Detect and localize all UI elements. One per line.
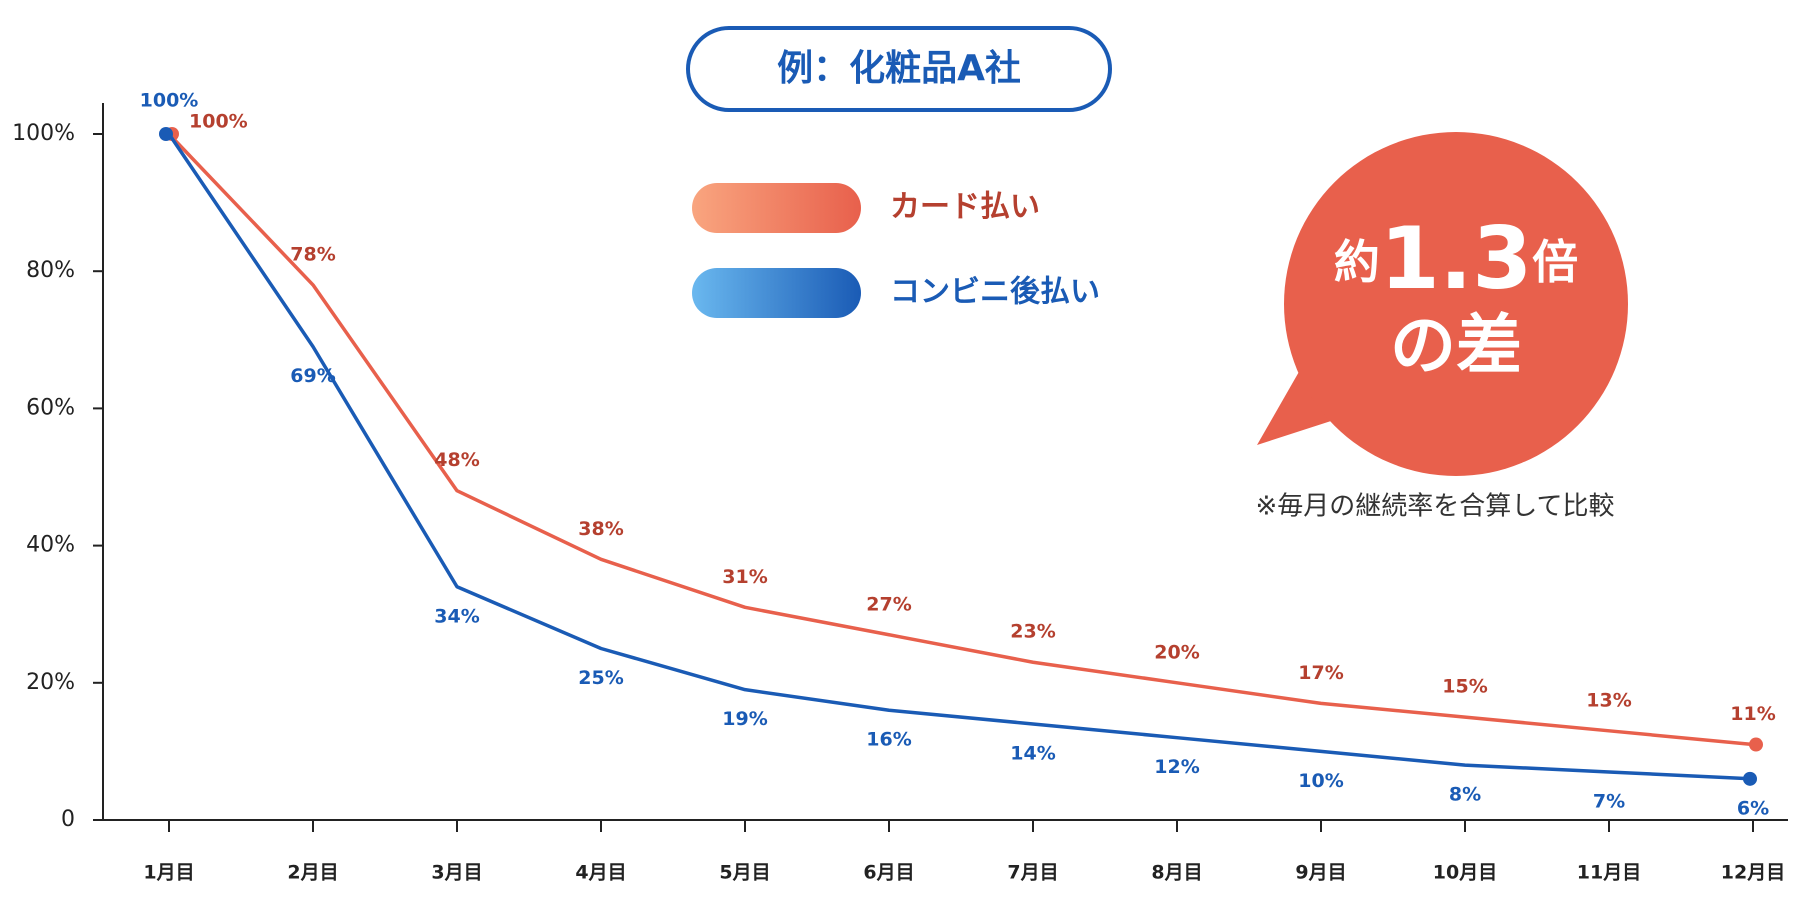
value-label: 11% [1730,703,1775,725]
value-label: 23% [1010,621,1055,643]
y-tick-label: 80% [26,258,75,283]
y-tick-label: 40% [26,533,75,558]
x-tick-label: 9月目 [1295,862,1346,884]
x-tick-label: 8月目 [1151,862,1202,884]
badge-prefix: 約 [1334,235,1380,289]
x-tick-label: 11月目 [1577,862,1641,884]
value-label: 69% [290,365,335,387]
value-label: 15% [1442,676,1487,698]
badge-line2: の差 [1390,307,1522,384]
y-tick-label: 20% [26,670,75,695]
end-point [1743,771,1757,786]
value-label: 6% [1737,797,1769,819]
title-box [686,26,1112,112]
note: ※毎月の継続率を合算して比較 [1255,492,1614,522]
badge-tail [1257,370,1365,445]
value-label: 19% [722,708,767,730]
x-tick-label: 4月目 [575,862,626,884]
value-label: 78% [290,243,335,265]
legend-swatch [692,268,861,318]
series-line [167,133,1754,781]
value-label: 14% [1010,742,1055,764]
value-label: 17% [1298,662,1343,684]
y-tick-label: 0 [61,807,75,832]
value-label: 8% [1449,784,1481,806]
x-tick-label: 10月目 [1433,862,1497,884]
y-tick-label: 60% [26,395,75,420]
x-tick-label: 2月目 [287,862,338,884]
end-point [1749,737,1763,752]
value-label: 10% [1298,770,1343,792]
x-tick-label: 7月目 [1007,862,1058,884]
badge-number: 1.3 [1380,209,1532,309]
x-tick-label: 1月目 [143,862,194,884]
series-line [167,132,1754,747]
value-label: 48% [434,449,479,471]
value-label: 27% [866,593,911,615]
badge-suffix: 倍 [1532,235,1578,289]
legend-swatch [692,183,861,233]
end-point [159,127,173,141]
legend-label: カード払い [890,190,1040,225]
x-tick-label: 12月目 [1721,862,1785,884]
value-label: 100% [140,90,199,112]
value-label: 12% [1154,756,1199,778]
value-label: 20% [1154,641,1199,663]
value-label: 16% [866,729,911,751]
value-label: 31% [722,566,767,588]
value-label: 38% [578,518,623,540]
badge [1284,132,1628,476]
value-label: 7% [1593,790,1625,812]
value-label: 13% [1586,689,1631,711]
value-label: 100% [189,111,248,133]
y-tick-label: 100% [12,121,75,146]
x-tick-label: 3月目 [431,862,482,884]
x-tick-label: 6月目 [863,862,914,884]
x-tick-label: 5月目 [719,862,770,884]
chart-title: 例：化粧品A社 [777,48,1021,89]
value-label: 34% [434,605,479,627]
legend-label: コンビニ後払い [890,275,1100,310]
badge-line1: 約1.3倍 [1334,209,1578,309]
value-label: 25% [578,667,623,689]
